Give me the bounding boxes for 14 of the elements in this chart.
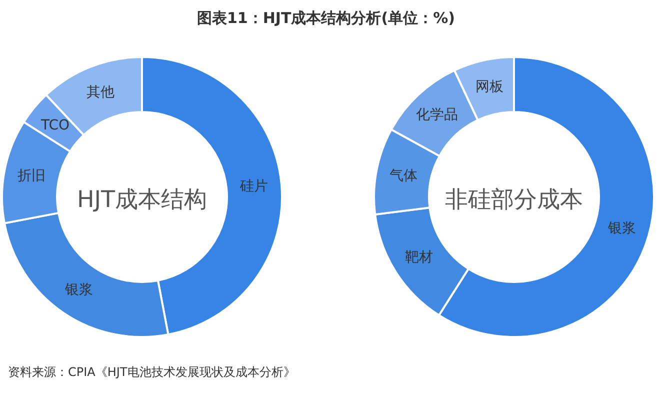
slice-label: 化学品 (416, 106, 458, 123)
slice-label: 硅片 (239, 178, 268, 194)
text: HJT成本结构 (76, 187, 208, 213)
slice-label: 折旧 (17, 168, 46, 184)
slice-label: TCO (40, 117, 70, 134)
text: 资料来源：CPIA《HJT电池技术发展现状及成本分析》 (8, 364, 296, 381)
slice-label: 银浆 (64, 282, 93, 298)
text: 非硅部分成本 (445, 187, 583, 213)
slice-label: 银浆 (607, 220, 636, 236)
slice-label: 网板 (475, 79, 504, 96)
slice-label: 其他 (86, 84, 115, 100)
slice-label: 气体 (389, 168, 418, 184)
slice-label: 靶材 (405, 249, 434, 266)
text: 图表11：HJT成本结构分析(单位：%) (196, 9, 456, 28)
